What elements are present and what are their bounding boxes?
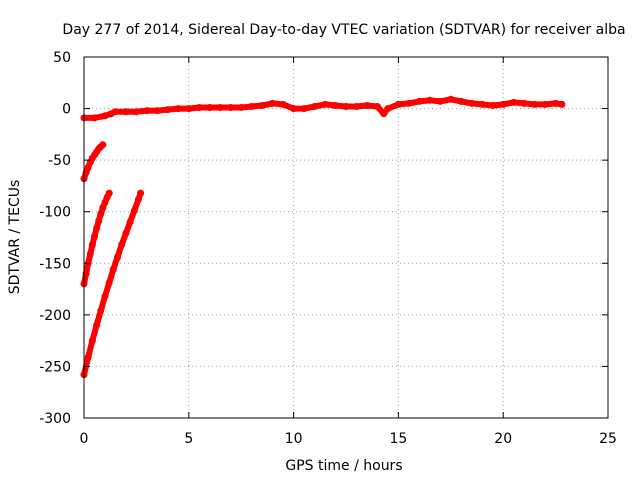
data-point xyxy=(290,105,298,113)
y-tick-label: -300 xyxy=(39,411,71,427)
y-tick-label: -100 xyxy=(39,205,71,221)
data-point xyxy=(363,102,371,109)
data-point xyxy=(132,108,140,116)
data-point xyxy=(109,266,117,273)
data-point xyxy=(558,100,566,108)
x-tick-label: 20 xyxy=(494,431,512,447)
data-point xyxy=(321,100,329,108)
data-point xyxy=(499,100,507,108)
x-tick-label: 15 xyxy=(389,431,407,447)
data-point xyxy=(122,229,130,237)
y-tick-label: -250 xyxy=(39,359,71,375)
data-point xyxy=(300,105,308,113)
x-axis-ticks: 0 5 10 15 20 25 xyxy=(80,57,617,447)
data-point xyxy=(101,292,109,300)
data-point xyxy=(88,337,96,345)
data-point xyxy=(95,217,103,225)
data-point xyxy=(93,321,101,329)
data-point xyxy=(105,189,113,197)
data-point xyxy=(206,104,214,111)
data-point xyxy=(91,233,98,240)
data-point xyxy=(130,207,138,215)
data-point xyxy=(164,106,172,114)
chart-title: Day 277 of 2014, Sidereal Day-to-day VTE… xyxy=(62,22,625,38)
x-tick-label: 25 xyxy=(599,431,617,447)
data-point xyxy=(101,112,109,120)
data-point xyxy=(126,218,134,226)
data-point xyxy=(122,108,130,116)
data-point xyxy=(153,107,161,115)
y-tick-label: 50 xyxy=(53,50,71,66)
series-4 xyxy=(80,189,145,379)
data-point xyxy=(311,103,319,110)
data-point xyxy=(91,114,98,122)
x-tick-label: 5 xyxy=(184,431,193,447)
x-axis-label: GPS time / hours xyxy=(285,458,402,474)
data-point xyxy=(269,99,277,107)
data-point xyxy=(135,195,142,203)
data-point xyxy=(97,210,105,218)
data-point xyxy=(118,241,126,249)
data-point xyxy=(478,100,486,108)
series-1 xyxy=(80,95,566,122)
y-tick-label: -50 xyxy=(48,153,71,169)
data-point xyxy=(380,110,388,118)
data-point xyxy=(111,108,119,116)
data-point xyxy=(353,103,360,110)
data-point xyxy=(531,100,539,108)
data-point xyxy=(447,95,455,103)
data-point xyxy=(84,353,92,361)
data-point xyxy=(86,250,94,258)
data-point xyxy=(97,307,105,315)
series-2 xyxy=(80,141,107,183)
data-point xyxy=(520,99,528,107)
data-point xyxy=(426,96,434,104)
data-point xyxy=(415,97,423,105)
y-tick-label: -200 xyxy=(39,308,71,324)
data-point xyxy=(88,241,96,249)
data-point xyxy=(227,104,235,111)
data-point xyxy=(405,99,413,107)
data-series xyxy=(80,95,566,379)
data-point xyxy=(114,253,121,261)
data-point xyxy=(510,98,518,106)
data-point xyxy=(248,103,256,110)
data-point xyxy=(143,107,151,115)
data-point xyxy=(373,103,381,110)
data-point xyxy=(394,100,402,108)
data-point xyxy=(99,141,107,149)
data-point xyxy=(105,279,113,287)
series-3 xyxy=(80,189,113,288)
data-point xyxy=(489,102,497,109)
data-point xyxy=(384,105,392,113)
data-point xyxy=(93,224,101,232)
data-point xyxy=(552,99,560,107)
data-point xyxy=(541,100,549,108)
data-point xyxy=(237,104,245,111)
data-point xyxy=(468,99,476,107)
data-point xyxy=(195,104,203,111)
data-point xyxy=(279,100,287,108)
data-point xyxy=(342,103,350,110)
data-point xyxy=(457,97,465,105)
grid-lines xyxy=(84,57,608,418)
data-point xyxy=(216,104,224,111)
y-axis-label: SDTVAR / TECUs xyxy=(7,180,23,295)
data-point xyxy=(174,105,182,113)
data-point xyxy=(137,189,145,197)
plot-frame xyxy=(83,56,609,419)
data-point xyxy=(436,97,444,105)
data-point xyxy=(332,102,339,109)
data-point xyxy=(258,102,266,109)
y-tick-label: -150 xyxy=(39,256,71,272)
y-tick-label: 0 xyxy=(62,102,71,118)
data-point xyxy=(185,105,193,113)
x-tick-label: 10 xyxy=(285,431,303,447)
x-tick-label: 0 xyxy=(80,431,89,447)
y-axis-ticks: 50 0 -50 -100 -150 -200 -250 -300 xyxy=(39,50,608,427)
